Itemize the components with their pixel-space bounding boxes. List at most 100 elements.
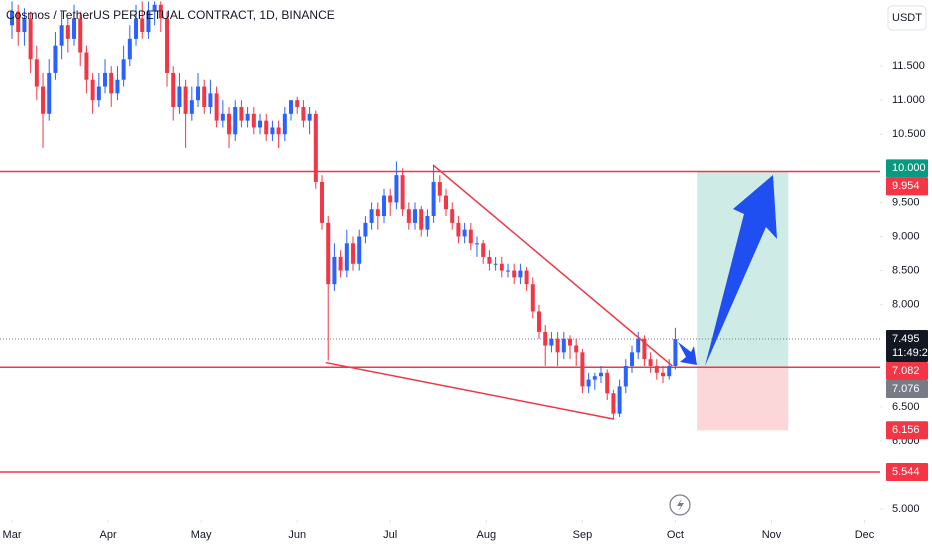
candle-body [568,338,573,346]
price-label-box [886,463,928,482]
candle-body [444,195,449,210]
candle-body [450,209,455,223]
price-label: 6.156 [892,424,920,436]
price-label: 7.076 [892,383,920,395]
candle-body [34,59,39,87]
candle-body [611,393,616,414]
candle-body [623,365,628,387]
candle-body [406,209,411,223]
y-tick-label: 8.500 [892,264,920,276]
price-label: 7.082 [892,365,920,377]
candle-body [493,263,498,265]
candle-body [109,72,114,94]
candle-body [22,18,27,33]
candle-body [537,311,542,332]
small-arrow [678,342,697,365]
candle-body [574,345,579,353]
drawings-front [325,164,777,516]
candle-body [654,365,659,373]
candle-body [363,222,368,237]
candle-body [84,52,89,80]
x-tick-label: Oct [667,529,684,541]
candle-body [475,243,480,245]
candle-body [121,59,126,80]
candle-body [530,284,535,312]
candle-body [208,93,213,107]
candle-body [338,256,343,271]
candle-body [351,243,356,264]
candle-body [437,181,442,196]
trendline [432,164,673,367]
y-tick-label: 8.000 [892,299,920,311]
candle-body [158,4,163,19]
candle-body [605,372,610,394]
candle-body [28,18,33,60]
currency-button[interactable] [887,5,927,31]
candle-body [580,352,585,387]
y-tick-label: 10.500 [892,128,926,140]
candles [10,1,678,420]
candle-body [642,338,647,360]
candle-body [382,195,387,217]
candle-body [220,113,225,121]
candle-body [344,243,349,271]
price-label-box [886,421,928,440]
big-arrow [705,175,777,366]
candle-body [214,93,219,121]
candle-body [524,270,529,285]
candle-body [239,106,244,121]
candle-body [183,86,188,114]
candle-body [78,18,83,53]
candle-body [227,113,232,135]
candle-body [555,338,560,353]
trendline [325,361,615,420]
candle-body [59,25,64,46]
y-tick-label: 11.500 [892,60,925,72]
candle-body [189,100,194,114]
candle-body [369,209,374,223]
candle-body [140,18,145,33]
candle-body [115,79,120,94]
candle-body [276,127,281,135]
x-tick-label: Aug [477,529,497,541]
candle-body [295,100,300,107]
candle-body [617,386,622,414]
candle-body [146,11,151,33]
candle-body [673,339,678,366]
candle-body [264,120,269,135]
price-label-box [886,330,928,363]
candle-body [549,338,554,346]
axes: USDT Mar Apr May Jun Jul Aug Sep Oct Nov Dec 5.000… [3,5,932,541]
candle-body [648,359,653,366]
candle-body [16,11,21,33]
y-tick-label: 9.500 [892,196,920,208]
candle-body [561,338,566,353]
x-tick-label: Sep [573,529,593,541]
candle-body [320,181,325,223]
candle-body [661,372,666,377]
candle-body [400,175,405,210]
candle-body [543,331,548,346]
candle-body [636,338,641,353]
candle-body [332,256,337,285]
price-label: 10.000 [892,162,926,174]
candle-body [499,263,504,271]
candle-body [134,18,139,39]
candle-body [431,181,436,217]
candle-body [177,86,182,107]
candle-body [592,376,597,380]
x-tick-label: Nov [762,529,782,541]
candle-body [165,18,170,73]
candle-body [245,113,250,121]
candle-body [53,45,58,73]
event-bolt [677,498,684,512]
candle-body [289,100,294,114]
candle-body [152,4,157,12]
candle-body [171,72,176,107]
candle-body [233,106,238,135]
candle-body [425,216,430,230]
candle-body [599,372,604,377]
candle-body [307,113,312,121]
x-tick-label: Apr [100,529,117,541]
